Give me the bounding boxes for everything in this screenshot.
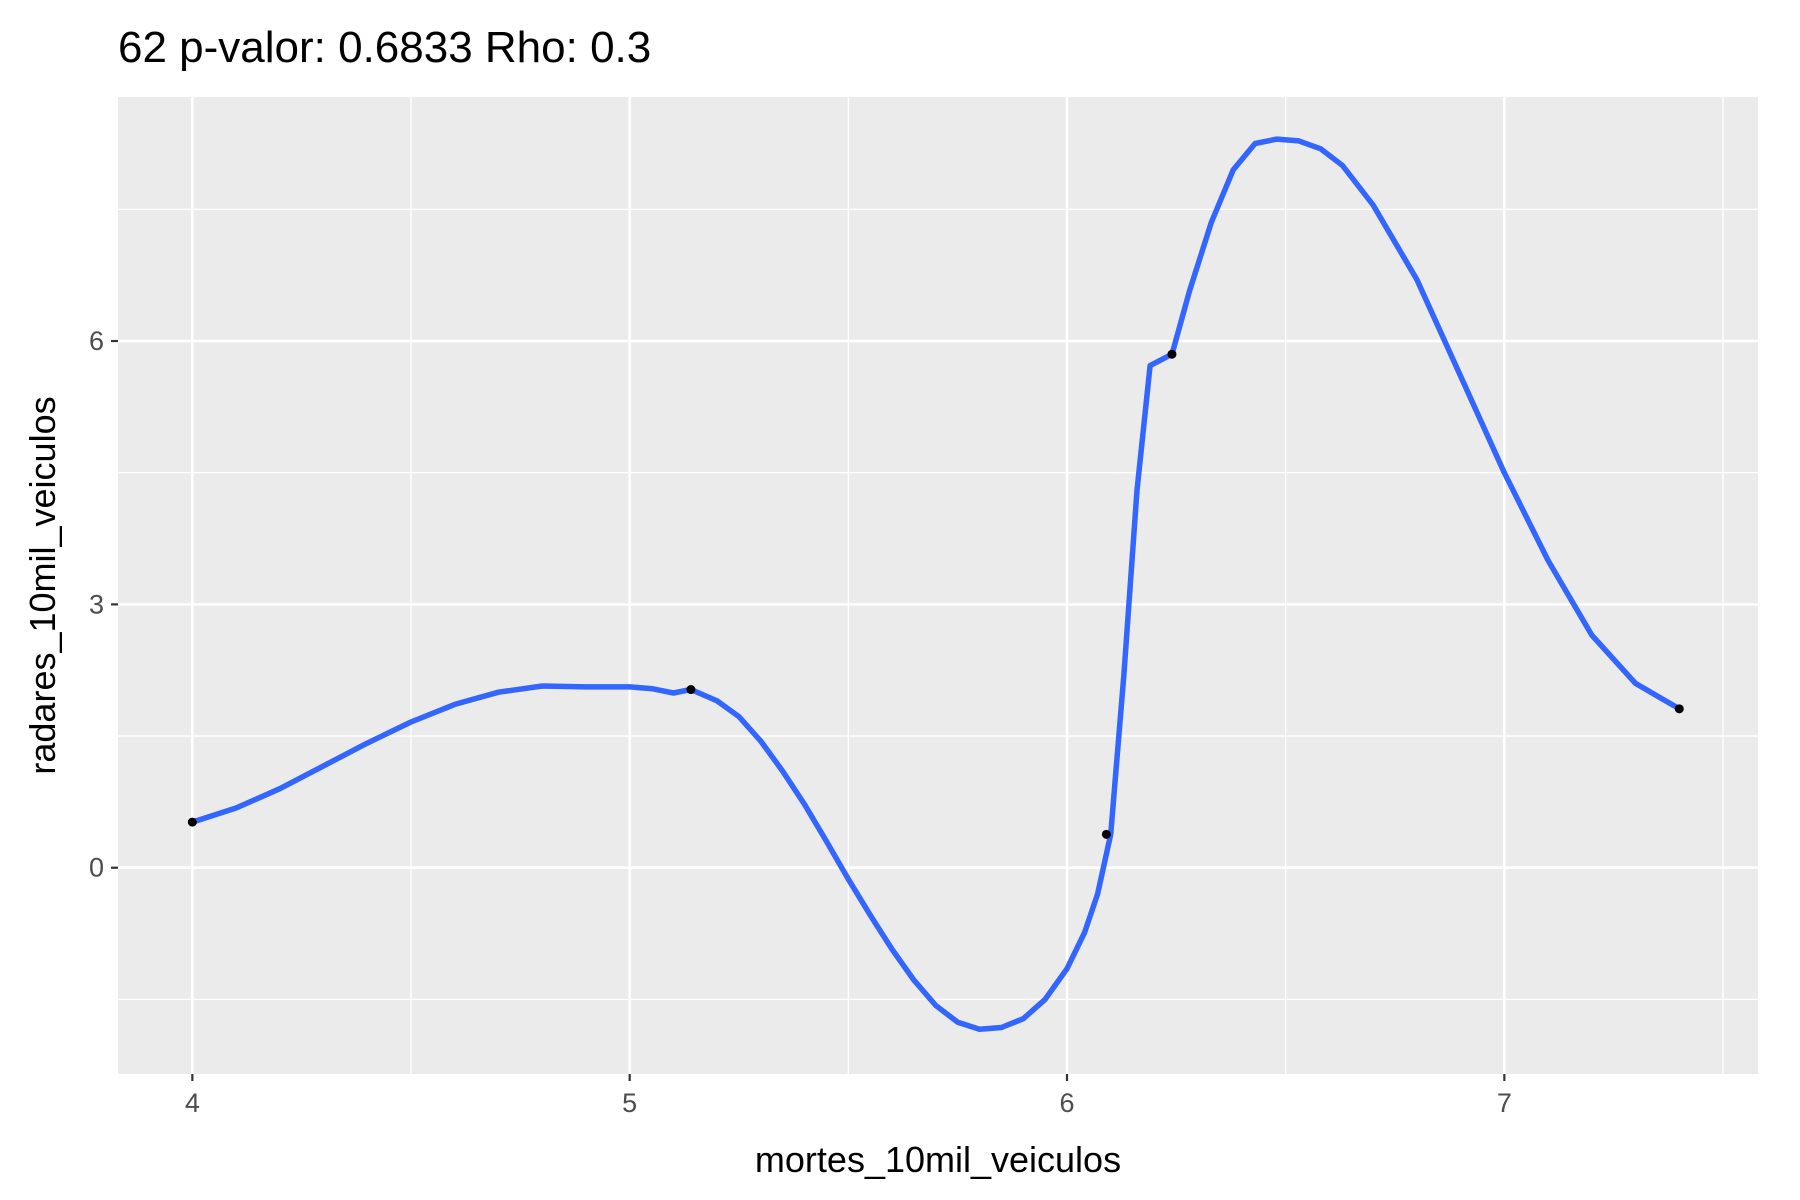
data-point (187, 817, 197, 827)
chart-title: 62 p-valor: 0.6833 Rho: 0.3 (118, 23, 651, 72)
y-tick-label: 6 (89, 326, 104, 356)
minor-gridlines (118, 97, 1758, 1074)
plot-panel (118, 97, 1758, 1074)
major-gridlines (118, 97, 1758, 1074)
x-tick-label: 6 (1059, 1088, 1074, 1118)
data-point (1167, 349, 1177, 359)
x-axis-title: mortes_10mil_veiculos (755, 1139, 1121, 1180)
smooth-line (191, 136, 1681, 1032)
x-tick-label: 7 (1497, 1088, 1512, 1118)
y-axis-ticks: 0 3 6 (89, 326, 118, 883)
x-tick-label: 4 (185, 1088, 200, 1118)
y-axis-title: radares_10mil_veiculos (22, 396, 63, 774)
y-tick-label: 0 (89, 853, 104, 883)
data-point (686, 685, 696, 695)
data-point (1101, 829, 1111, 839)
y-tick-label: 3 (89, 589, 104, 619)
data-points (187, 349, 1684, 839)
x-tick-label: 5 (622, 1088, 637, 1118)
data-point (1674, 704, 1684, 714)
x-axis-ticks: 4 5 6 7 (185, 1074, 1512, 1118)
